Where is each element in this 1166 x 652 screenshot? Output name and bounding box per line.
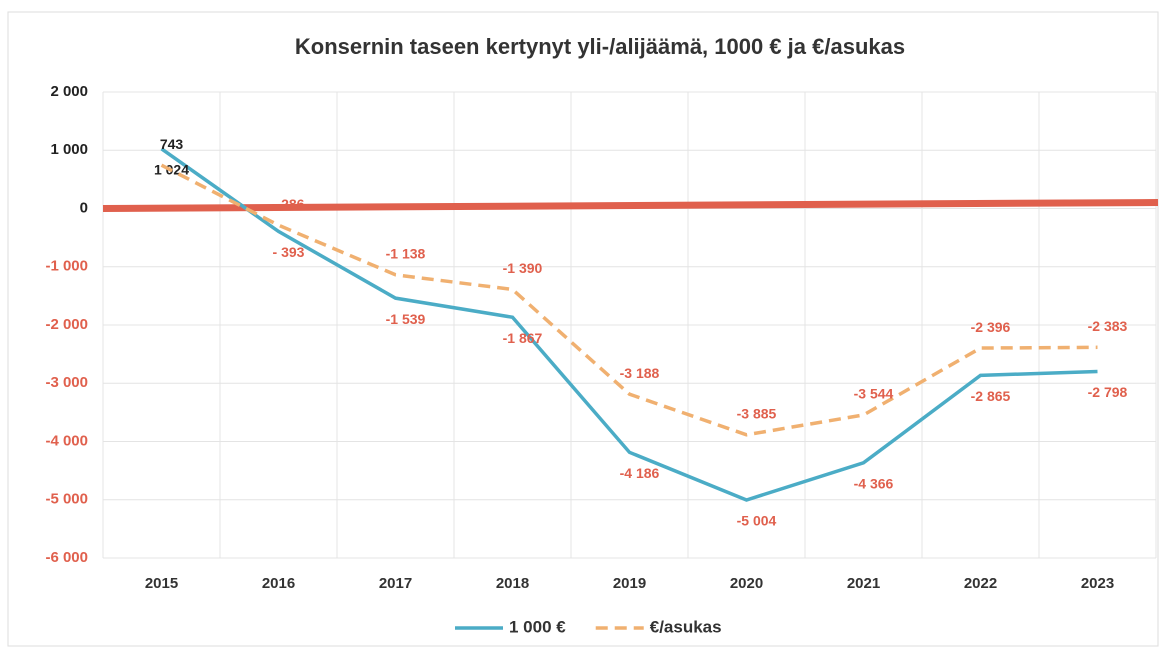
- y-tick-label: -2 000: [45, 316, 88, 333]
- series-line: [160, 147, 1098, 502]
- zero-line: [102, 199, 1159, 212]
- y-tick-label: 1 000: [50, 141, 88, 158]
- data-label: -1 867: [503, 330, 543, 346]
- data-label: -1 539: [386, 311, 426, 327]
- data-label: -4 366: [854, 476, 894, 492]
- data-label: -4 186: [620, 465, 660, 481]
- x-tick-label: 2023: [1081, 575, 1114, 592]
- x-tick-label: 2016: [262, 575, 295, 592]
- data-label: -1 390: [503, 260, 543, 276]
- x-tick-label: 2020: [730, 575, 763, 592]
- data-label: -2 798: [1088, 384, 1128, 400]
- data-label: 743: [160, 136, 184, 152]
- data-label: - 393: [273, 244, 305, 260]
- x-tick-label: 2021: [847, 575, 880, 592]
- chart-frame: [7, 11, 1159, 647]
- data-label: -3 544: [854, 386, 894, 402]
- x-tick-label: 2018: [496, 575, 529, 592]
- x-tick-label: 2015: [145, 575, 178, 592]
- x-tick-label: 2019: [613, 575, 646, 592]
- y-tick-label: -1 000: [45, 258, 88, 275]
- data-label: -2 383: [1088, 318, 1128, 334]
- data-label: -3 885: [737, 406, 777, 422]
- data-label: -1 138: [386, 245, 426, 261]
- y-tick-label: -5 000: [45, 491, 88, 508]
- data-label: - 286: [273, 196, 305, 212]
- x-tick-label: 2017: [379, 575, 412, 592]
- legend-label: 1 000 €: [509, 617, 566, 636]
- data-label: -5 004: [737, 513, 777, 529]
- data-label: -3 188: [620, 365, 660, 381]
- legend-label: €/asukas: [650, 617, 722, 636]
- y-tick-label: -4 000: [45, 432, 88, 449]
- data-label: -2 396: [971, 319, 1011, 335]
- chart-title: Konsernin taseen kertynyt yli-/alijäämä,…: [295, 34, 905, 59]
- y-tick-label: 2 000: [50, 83, 88, 100]
- y-tick-label: -3 000: [45, 374, 88, 391]
- y-tick-label: -6 000: [45, 549, 88, 566]
- x-tick-label: 2022: [964, 575, 997, 592]
- series-line: [160, 163, 1098, 437]
- y-tick-label: 0: [80, 199, 88, 216]
- data-label: -2 865: [971, 388, 1011, 404]
